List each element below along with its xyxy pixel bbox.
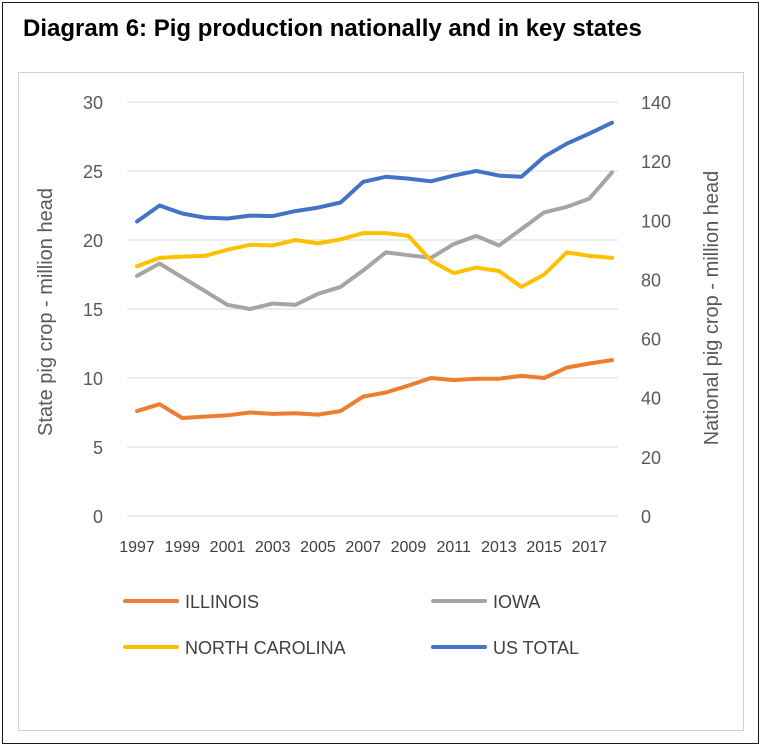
x-tick-label: 2015 [526,539,562,556]
y-axis-right-title: National pig crop - million head [701,171,723,446]
y-right-tick-label: 80 [641,270,661,290]
x-tick-label: 2007 [345,539,381,556]
x-tick-label: 1999 [164,539,200,556]
y-right-tick-label: 60 [641,330,661,350]
x-tick-label: 2017 [572,539,608,556]
x-axis-ticks: 1997 1999 2001 2003 2005 2007 2009 2011 2013 2015… [119,539,607,556]
y-left-tick-label: 30 [83,93,103,113]
y-right-tick-label: 140 [641,93,671,113]
x-tick-label: 2011 [436,539,471,556]
legend: ILLINOIS IOWA NORTH CAROLINA US TOTAL [123,592,579,658]
right-axis-ticks: 0 20 40 60 80 100 120 140 [641,93,671,527]
x-tick-label: 2013 [481,539,517,556]
x-tick-label: 2001 [210,539,246,556]
chart-title: Diagram 6: Pig production nationally and… [23,15,642,42]
series-lines [135,120,614,420]
y-left-tick-label: 15 [83,300,103,320]
x-tick-label: 1997 [119,539,155,556]
series-line-us-total [135,120,614,224]
y-left-tick-label: 5 [93,438,103,458]
legend-label-iowa: IOWA [493,592,540,612]
left-axis-ticks: 0 5 10 15 20 25 30 [83,93,103,527]
legend-label-north-carolina: NORTH CAROLINA [185,638,346,658]
y-axis-left-title: State pig crop - million head [35,188,57,436]
chart-frame: Diagram 6: Pig production nationally and… [2,2,759,744]
y-right-tick-label: 20 [641,448,661,468]
y-left-tick-label: 10 [83,369,103,389]
legend-label-us-total: US TOTAL [493,638,579,658]
y-right-tick-label: 100 [641,211,671,231]
series-line-north-carolina [135,231,614,289]
y-right-tick-label: 0 [641,507,651,527]
y-left-tick-label: 25 [83,162,103,182]
y-right-tick-label: 120 [641,152,671,172]
x-tick-label: 2009 [391,539,427,556]
gridlines [127,101,618,517]
y-right-tick-label: 40 [641,389,661,409]
y-left-tick-label: 20 [83,231,103,251]
y-left-tick-label: 0 [93,507,103,527]
x-tick-label: 2005 [300,539,336,556]
series-line-iowa [135,170,614,311]
x-tick-label: 2003 [255,539,291,556]
legend-label-illinois: ILLINOIS [185,592,259,612]
series-line-illinois [135,358,614,420]
chart-area-border [18,72,744,731]
